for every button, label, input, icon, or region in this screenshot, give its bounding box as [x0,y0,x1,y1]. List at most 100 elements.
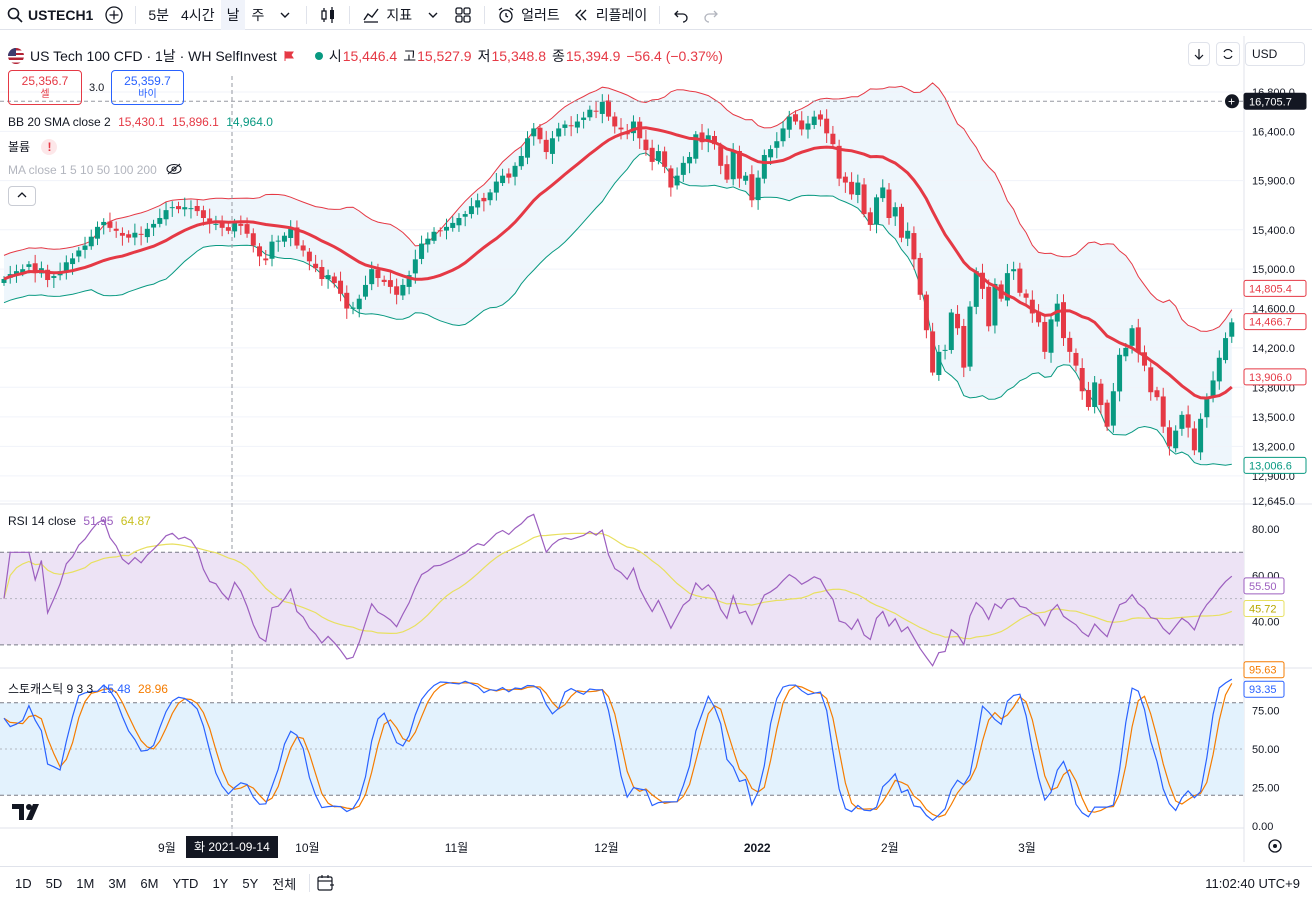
close-label: 종 [551,48,565,64]
interval-week-button[interactable]: 주 [251,6,265,23]
range-1d-button[interactable]: 1D [15,875,32,891]
candle-body [126,234,132,238]
series-title[interactable]: US Tech 100 CFD · 1날 · WH SelfInvest [30,48,277,64]
candle-body [257,246,263,257]
date-range-icon[interactable] [316,874,336,892]
range-5y-button[interactable]: 5Y [242,875,259,891]
candle-body [743,175,749,181]
ma-legend[interactable]: MA close 1 5 10 50 100 200 [8,163,182,177]
candle-body [468,206,474,215]
candle-body [817,114,823,120]
rsi-value: 51.95 [83,514,114,528]
add-alert-plus: + [1228,94,1235,108]
currency-selector[interactable]: USD [1245,42,1305,66]
candle-body [200,210,206,218]
candle-body [431,231,437,241]
chart-area[interactable]: 16,800.016,400.015,900.015,400.015,000.0… [0,36,1312,862]
reset-scale-button[interactable] [1216,42,1240,66]
candle-body [761,154,767,179]
candle-body [811,116,817,125]
candle-body [986,286,992,327]
divider [484,5,486,24]
replay-label: 리플레이 [595,6,648,23]
collapse-legend-button[interactable] [8,186,36,206]
candle-body [13,271,19,275]
range-6m-button[interactable]: 6M [140,875,159,891]
candle-body [793,114,799,122]
candle-body [182,207,188,210]
chart-canvas[interactable]: 16,800.016,400.015,900.015,400.015,000.0… [0,36,1312,862]
symbol-search[interactable]: USTECH1 [0,0,99,30]
tradingview-logo[interactable] [12,804,44,820]
candle-body [1135,327,1141,352]
indicators-dropdown[interactable] [418,0,448,30]
candle-body [948,312,954,350]
candle-body [369,269,375,285]
interval-4h-button[interactable]: 4시간 [181,6,215,23]
range-ytd-button[interactable]: YTD [172,875,199,891]
candle-body [1229,322,1235,337]
candle-body [774,141,780,148]
interval-dropdown[interactable] [270,0,300,30]
low-value: 15,348.8 [491,48,546,64]
stoch-legend[interactable]: 스토캐스틱 9 3 3 15.48 28.96 [8,680,168,697]
redo-button[interactable] [696,0,726,30]
candle-body [1042,321,1048,352]
candle-body [518,155,524,167]
templates-button[interactable] [448,0,478,30]
interval-day-button[interactable]: 날 [220,0,246,30]
rsi-ma-value: 64.87 [120,514,151,528]
candle-body [711,136,717,145]
clock-timezone[interactable]: 11:02:40 UTC+9 [1205,876,1300,891]
bottom-toolbar: 1D 5D 1M 3M 6M YTD 1Y 5Y 전체 11:02:40 UTC… [0,866,1312,899]
rsi-tag-box [1243,577,1285,595]
range-1y-button[interactable]: 1Y [212,875,229,891]
candle-body [319,267,325,280]
candle-body [1011,269,1017,272]
compare-button[interactable] [99,0,129,30]
candle-body [119,232,125,236]
candle-body [1216,357,1222,382]
candle-body [930,331,936,373]
candle-body [780,128,786,142]
undo-button[interactable] [666,0,696,30]
candle-body [637,121,643,139]
chart-type-button[interactable] [313,0,343,30]
chevron-down-icon [280,12,290,18]
range-5d-button[interactable]: 5D [45,875,63,891]
candle-body [1191,428,1197,451]
interval-5m-button[interactable]: 5분 [148,6,170,23]
candle-body [1060,302,1066,339]
sell-button[interactable]: 25,356.7 셀 [8,70,82,105]
scroll-to-latest-button[interactable] [1188,42,1210,66]
indicators-button[interactable]: 지표 [356,0,418,30]
range-1m-button[interactable]: 1M [76,875,95,891]
volume-legend[interactable]: 볼륨 ! [8,138,58,155]
eye-hidden-icon[interactable] [166,163,182,175]
volume-label: 볼륨 [8,140,31,154]
settings-gear-icon[interactable] [1268,839,1282,853]
candle-body [76,250,82,257]
buy-button[interactable]: 25,359.7 바이 [111,70,184,105]
crosshair-date-box [186,836,278,858]
rsi-legend[interactable]: RSI 14 close 51.95 64.87 [8,514,151,528]
price-tick-label: 13,500.0 [1252,412,1295,424]
alert-button[interactable]: 얼러트 [491,0,566,30]
candle-body [911,233,917,260]
bb-legend[interactable]: BB 20 SMA close 2 15,430.1 15,896.1 14,9… [8,115,273,129]
candle-body [612,116,618,127]
replay-button[interactable]: 리플레이 [566,0,654,30]
flag-marker-icon[interactable] [283,50,295,62]
candle-body [643,139,649,151]
alarm-clock-icon [498,6,514,23]
rsi-line [3,513,1233,667]
rsi-label: RSI 14 close [8,514,77,528]
range-all-button[interactable]: 전체 [272,876,297,892]
candle-body [176,206,182,210]
candle-body [568,125,574,127]
stoch-k-line [3,678,1233,822]
bb-fill [4,82,1232,466]
candle-body [842,176,848,183]
candle-body [1148,367,1154,393]
range-3m-button[interactable]: 3M [108,875,127,891]
